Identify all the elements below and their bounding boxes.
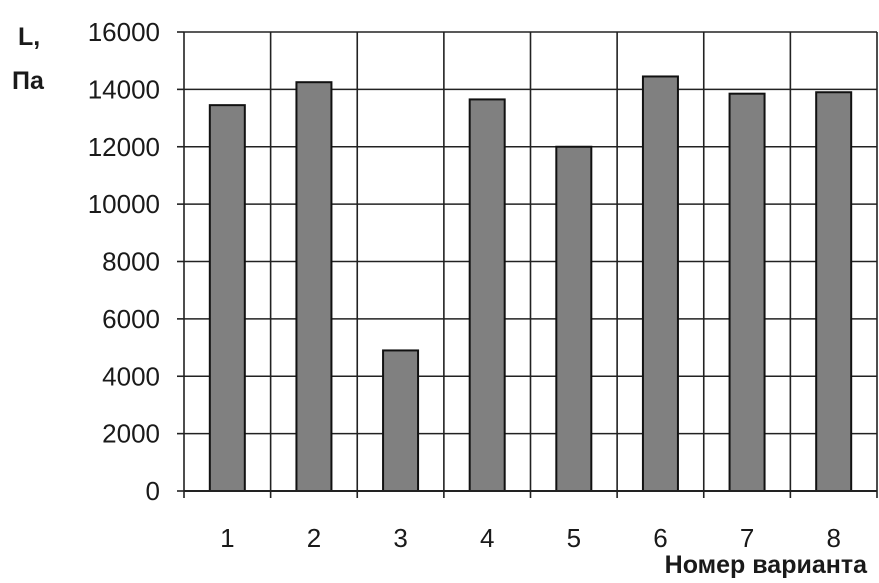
y-tick-label: 4000: [102, 361, 160, 391]
x-tick-label: 2: [307, 523, 321, 553]
y-tick-label: 10000: [88, 189, 160, 219]
bar-8: [815, 91, 853, 493]
bar-2: [295, 81, 333, 492]
y-tick-label: 8000: [102, 247, 160, 277]
x-tick-label: 3: [393, 523, 407, 553]
y-tick-label: 2000: [102, 419, 160, 449]
x-tick-label: 4: [480, 523, 494, 553]
y-tick-label: 14000: [88, 74, 160, 104]
bar-5: [555, 145, 593, 492]
y-tick-label: 0: [146, 476, 160, 506]
bar-7: [728, 92, 766, 492]
bar-6: [641, 75, 679, 492]
bar-3: [382, 349, 420, 492]
y-axis-label-line2: Па: [12, 67, 45, 95]
x-axis-label: Номер варианта: [665, 551, 868, 579]
y-tick-label: 12000: [88, 132, 160, 162]
bar-4: [468, 98, 506, 493]
y-axis-label-line1: L,: [18, 23, 40, 51]
x-tick-label: 6: [653, 523, 667, 553]
x-tick-label: 1: [220, 523, 234, 553]
y-tick-label: 6000: [102, 304, 160, 334]
y-tick-label: 16000: [88, 17, 160, 47]
x-tick-label: 5: [567, 523, 581, 553]
plot-grid: [183, 31, 878, 491]
x-tick-label: 7: [740, 523, 754, 553]
x-tick-label: 8: [826, 523, 840, 553]
y-tick-labels: 0 2000 4000 6000 8000 10000 12000 14000 16000: [88, 17, 160, 506]
bars: [208, 75, 853, 493]
bar-1: [208, 104, 246, 492]
x-tick-labels: 1 2 3 4 5 6 7 8: [220, 523, 841, 553]
axes: [177, 31, 878, 498]
